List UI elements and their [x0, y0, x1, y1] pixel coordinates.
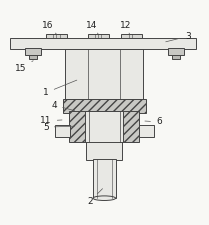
Bar: [65, 49, 143, 99]
Bar: [139, 125, 154, 137]
Bar: [69, 111, 139, 142]
Text: 6: 6: [145, 117, 162, 126]
Bar: [168, 48, 184, 55]
Text: 5: 5: [43, 123, 75, 132]
Text: 15: 15: [15, 61, 33, 73]
Text: 2: 2: [87, 189, 103, 206]
Ellipse shape: [93, 196, 116, 200]
Text: 1: 1: [43, 80, 77, 97]
Text: 14: 14: [86, 21, 98, 34]
Bar: [93, 159, 116, 198]
Bar: [29, 55, 37, 59]
Bar: [55, 125, 70, 137]
Bar: [63, 99, 146, 112]
Bar: [172, 55, 180, 59]
Bar: [25, 48, 41, 55]
Text: 3: 3: [166, 32, 191, 42]
Text: 12: 12: [120, 21, 131, 34]
Bar: [10, 38, 196, 49]
Text: 16: 16: [42, 21, 56, 34]
Text: 11: 11: [40, 116, 62, 125]
Bar: [121, 34, 142, 38]
Bar: [88, 34, 109, 38]
Bar: [85, 111, 123, 142]
Bar: [86, 141, 122, 160]
Text: 4: 4: [52, 101, 75, 111]
Bar: [46, 34, 67, 38]
